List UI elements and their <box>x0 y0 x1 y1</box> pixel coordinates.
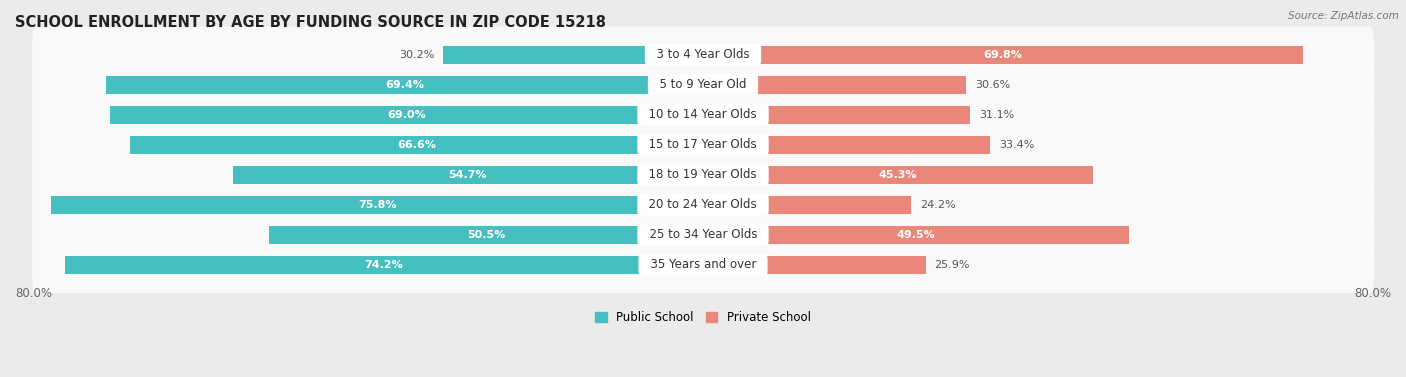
Text: 69.8%: 69.8% <box>984 50 1022 60</box>
Text: 35 Years and over: 35 Years and over <box>643 258 763 271</box>
Text: 30.2%: 30.2% <box>399 50 434 60</box>
Bar <box>703 76 966 93</box>
FancyBboxPatch shape <box>32 207 1374 263</box>
Bar <box>703 226 1129 244</box>
Text: 69.0%: 69.0% <box>387 110 426 120</box>
Text: 45.3%: 45.3% <box>879 170 917 180</box>
Text: 54.7%: 54.7% <box>449 170 486 180</box>
Text: 20 to 24 Year Olds: 20 to 24 Year Olds <box>641 198 765 211</box>
FancyBboxPatch shape <box>32 176 1374 233</box>
Bar <box>269 226 703 244</box>
FancyBboxPatch shape <box>32 57 1374 113</box>
Text: 80.0%: 80.0% <box>1354 287 1391 299</box>
FancyBboxPatch shape <box>32 116 1374 173</box>
Text: 25.9%: 25.9% <box>935 260 970 270</box>
Legend: Public School, Private School: Public School, Private School <box>591 307 815 329</box>
Bar <box>131 136 703 154</box>
Text: 18 to 19 Year Olds: 18 to 19 Year Olds <box>641 168 765 181</box>
FancyBboxPatch shape <box>32 237 1374 293</box>
Bar <box>703 106 970 124</box>
Bar <box>65 256 703 274</box>
Text: 66.6%: 66.6% <box>396 140 436 150</box>
Bar <box>703 136 990 154</box>
FancyBboxPatch shape <box>32 147 1374 203</box>
Bar <box>703 166 1092 184</box>
Text: SCHOOL ENROLLMENT BY AGE BY FUNDING SOURCE IN ZIP CODE 15218: SCHOOL ENROLLMENT BY AGE BY FUNDING SOUR… <box>15 15 606 30</box>
Text: 80.0%: 80.0% <box>15 287 52 299</box>
Text: 10 to 14 Year Olds: 10 to 14 Year Olds <box>641 108 765 121</box>
Text: 75.8%: 75.8% <box>357 200 396 210</box>
FancyBboxPatch shape <box>32 86 1374 143</box>
Text: 25 to 34 Year Olds: 25 to 34 Year Olds <box>641 228 765 241</box>
Bar <box>110 106 703 124</box>
Text: 31.1%: 31.1% <box>979 110 1014 120</box>
Text: 33.4%: 33.4% <box>998 140 1035 150</box>
Bar <box>51 196 703 214</box>
Text: 5 to 9 Year Old: 5 to 9 Year Old <box>652 78 754 91</box>
Bar <box>107 76 703 93</box>
Text: 24.2%: 24.2% <box>920 200 955 210</box>
Text: 30.6%: 30.6% <box>974 80 1010 90</box>
FancyBboxPatch shape <box>32 26 1374 83</box>
Text: 49.5%: 49.5% <box>897 230 935 240</box>
Bar <box>703 196 911 214</box>
Bar <box>703 256 925 274</box>
Text: 15 to 17 Year Olds: 15 to 17 Year Olds <box>641 138 765 151</box>
Text: 69.4%: 69.4% <box>385 80 425 90</box>
Bar <box>232 166 703 184</box>
Text: 3 to 4 Year Olds: 3 to 4 Year Olds <box>650 48 756 61</box>
Text: Source: ZipAtlas.com: Source: ZipAtlas.com <box>1288 11 1399 21</box>
Bar <box>443 46 703 64</box>
Bar <box>703 46 1303 64</box>
Text: 74.2%: 74.2% <box>364 260 404 270</box>
Text: 50.5%: 50.5% <box>467 230 505 240</box>
